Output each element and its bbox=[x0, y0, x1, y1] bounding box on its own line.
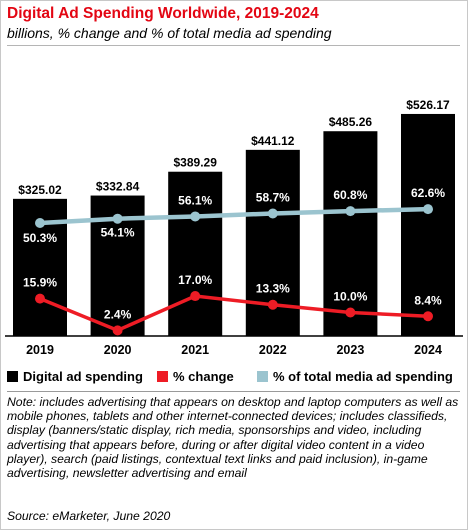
change-point-2020 bbox=[112, 325, 123, 336]
title-divider bbox=[7, 45, 460, 46]
legend-item-change: % change bbox=[157, 369, 234, 384]
share-label-2019: 50.3% bbox=[23, 231, 57, 245]
share-line bbox=[39, 206, 429, 226]
chart-note: Note: includes advertising that appears … bbox=[7, 395, 459, 481]
share-point-2020 bbox=[112, 213, 123, 224]
change-label-2022: 13.3% bbox=[256, 282, 290, 296]
legend-swatch-change bbox=[157, 371, 168, 382]
change-point-2021 bbox=[190, 291, 201, 302]
change-point-2023 bbox=[345, 307, 356, 318]
share-label-2024: 62.6% bbox=[411, 186, 445, 200]
change-label-2021: 17.0% bbox=[178, 273, 212, 287]
share-label-2021: 56.1% bbox=[178, 193, 212, 207]
share-label-2023: 60.8% bbox=[333, 188, 367, 202]
legend: Digital ad spending % change % of total … bbox=[7, 365, 462, 389]
change-label-2019: 15.9% bbox=[23, 276, 57, 290]
change-label-2024: 8.4% bbox=[414, 293, 442, 307]
x-tick-2021: 2021 bbox=[181, 343, 209, 357]
bar-label-2019: $325.02 bbox=[18, 183, 62, 197]
legend-label-change: % change bbox=[173, 369, 234, 384]
legend-swatch-bars bbox=[7, 371, 18, 382]
legend-divider bbox=[7, 391, 460, 392]
bar-label-2021: $389.29 bbox=[174, 156, 218, 170]
change-point-2024 bbox=[423, 311, 433, 322]
bar-2021 bbox=[168, 171, 223, 336]
change-point-2022 bbox=[267, 299, 278, 310]
x-tick-2024: 2024 bbox=[414, 343, 442, 357]
share-point-2019 bbox=[35, 218, 45, 228]
share-point-2022 bbox=[267, 208, 278, 219]
x-tick-2019: 2019 bbox=[26, 343, 54, 357]
bar-label-2024: $526.17 bbox=[406, 98, 450, 112]
legend-item-bars: Digital ad spending bbox=[7, 369, 143, 384]
legend-item-share: % of total media ad spending bbox=[257, 369, 453, 384]
share-label-2020: 54.1% bbox=[101, 226, 135, 240]
legend-label-bars: Digital ad spending bbox=[23, 369, 143, 384]
share-point-2024 bbox=[423, 204, 433, 215]
legend-swatch-share bbox=[257, 371, 268, 382]
bar-label-2022: $441.12 bbox=[251, 134, 295, 148]
chart-subtitle: billions, % change and % of total media … bbox=[7, 25, 332, 41]
share-label-2022: 58.7% bbox=[256, 191, 290, 205]
bar-2023 bbox=[323, 131, 378, 336]
change-label-2023: 10.0% bbox=[333, 290, 367, 304]
bar-2024 bbox=[401, 113, 455, 336]
share-point-2021 bbox=[190, 211, 201, 222]
bar-label-2023: $485.26 bbox=[329, 115, 373, 129]
chart-title: Digital Ad Spending Worldwide, 2019-2024 bbox=[7, 5, 319, 22]
share-point-2023 bbox=[345, 206, 356, 217]
x-tick-2020: 2020 bbox=[104, 343, 132, 357]
legend-label-share: % of total media ad spending bbox=[273, 369, 453, 384]
change-label-2020: 2.4% bbox=[104, 307, 132, 321]
bar-label-2020: $332.84 bbox=[96, 180, 140, 194]
chart-plot: $325.02 $332.84 $389.29 $441.12 $485.26 $526.… bbox=[5, 98, 463, 357]
chart-source: Source: eMarketer, June 2020 bbox=[7, 509, 171, 523]
change-point-2019 bbox=[35, 293, 45, 304]
change-line bbox=[39, 294, 429, 333]
x-tick-2023: 2023 bbox=[336, 343, 364, 357]
x-tick-2022: 2022 bbox=[259, 343, 287, 357]
